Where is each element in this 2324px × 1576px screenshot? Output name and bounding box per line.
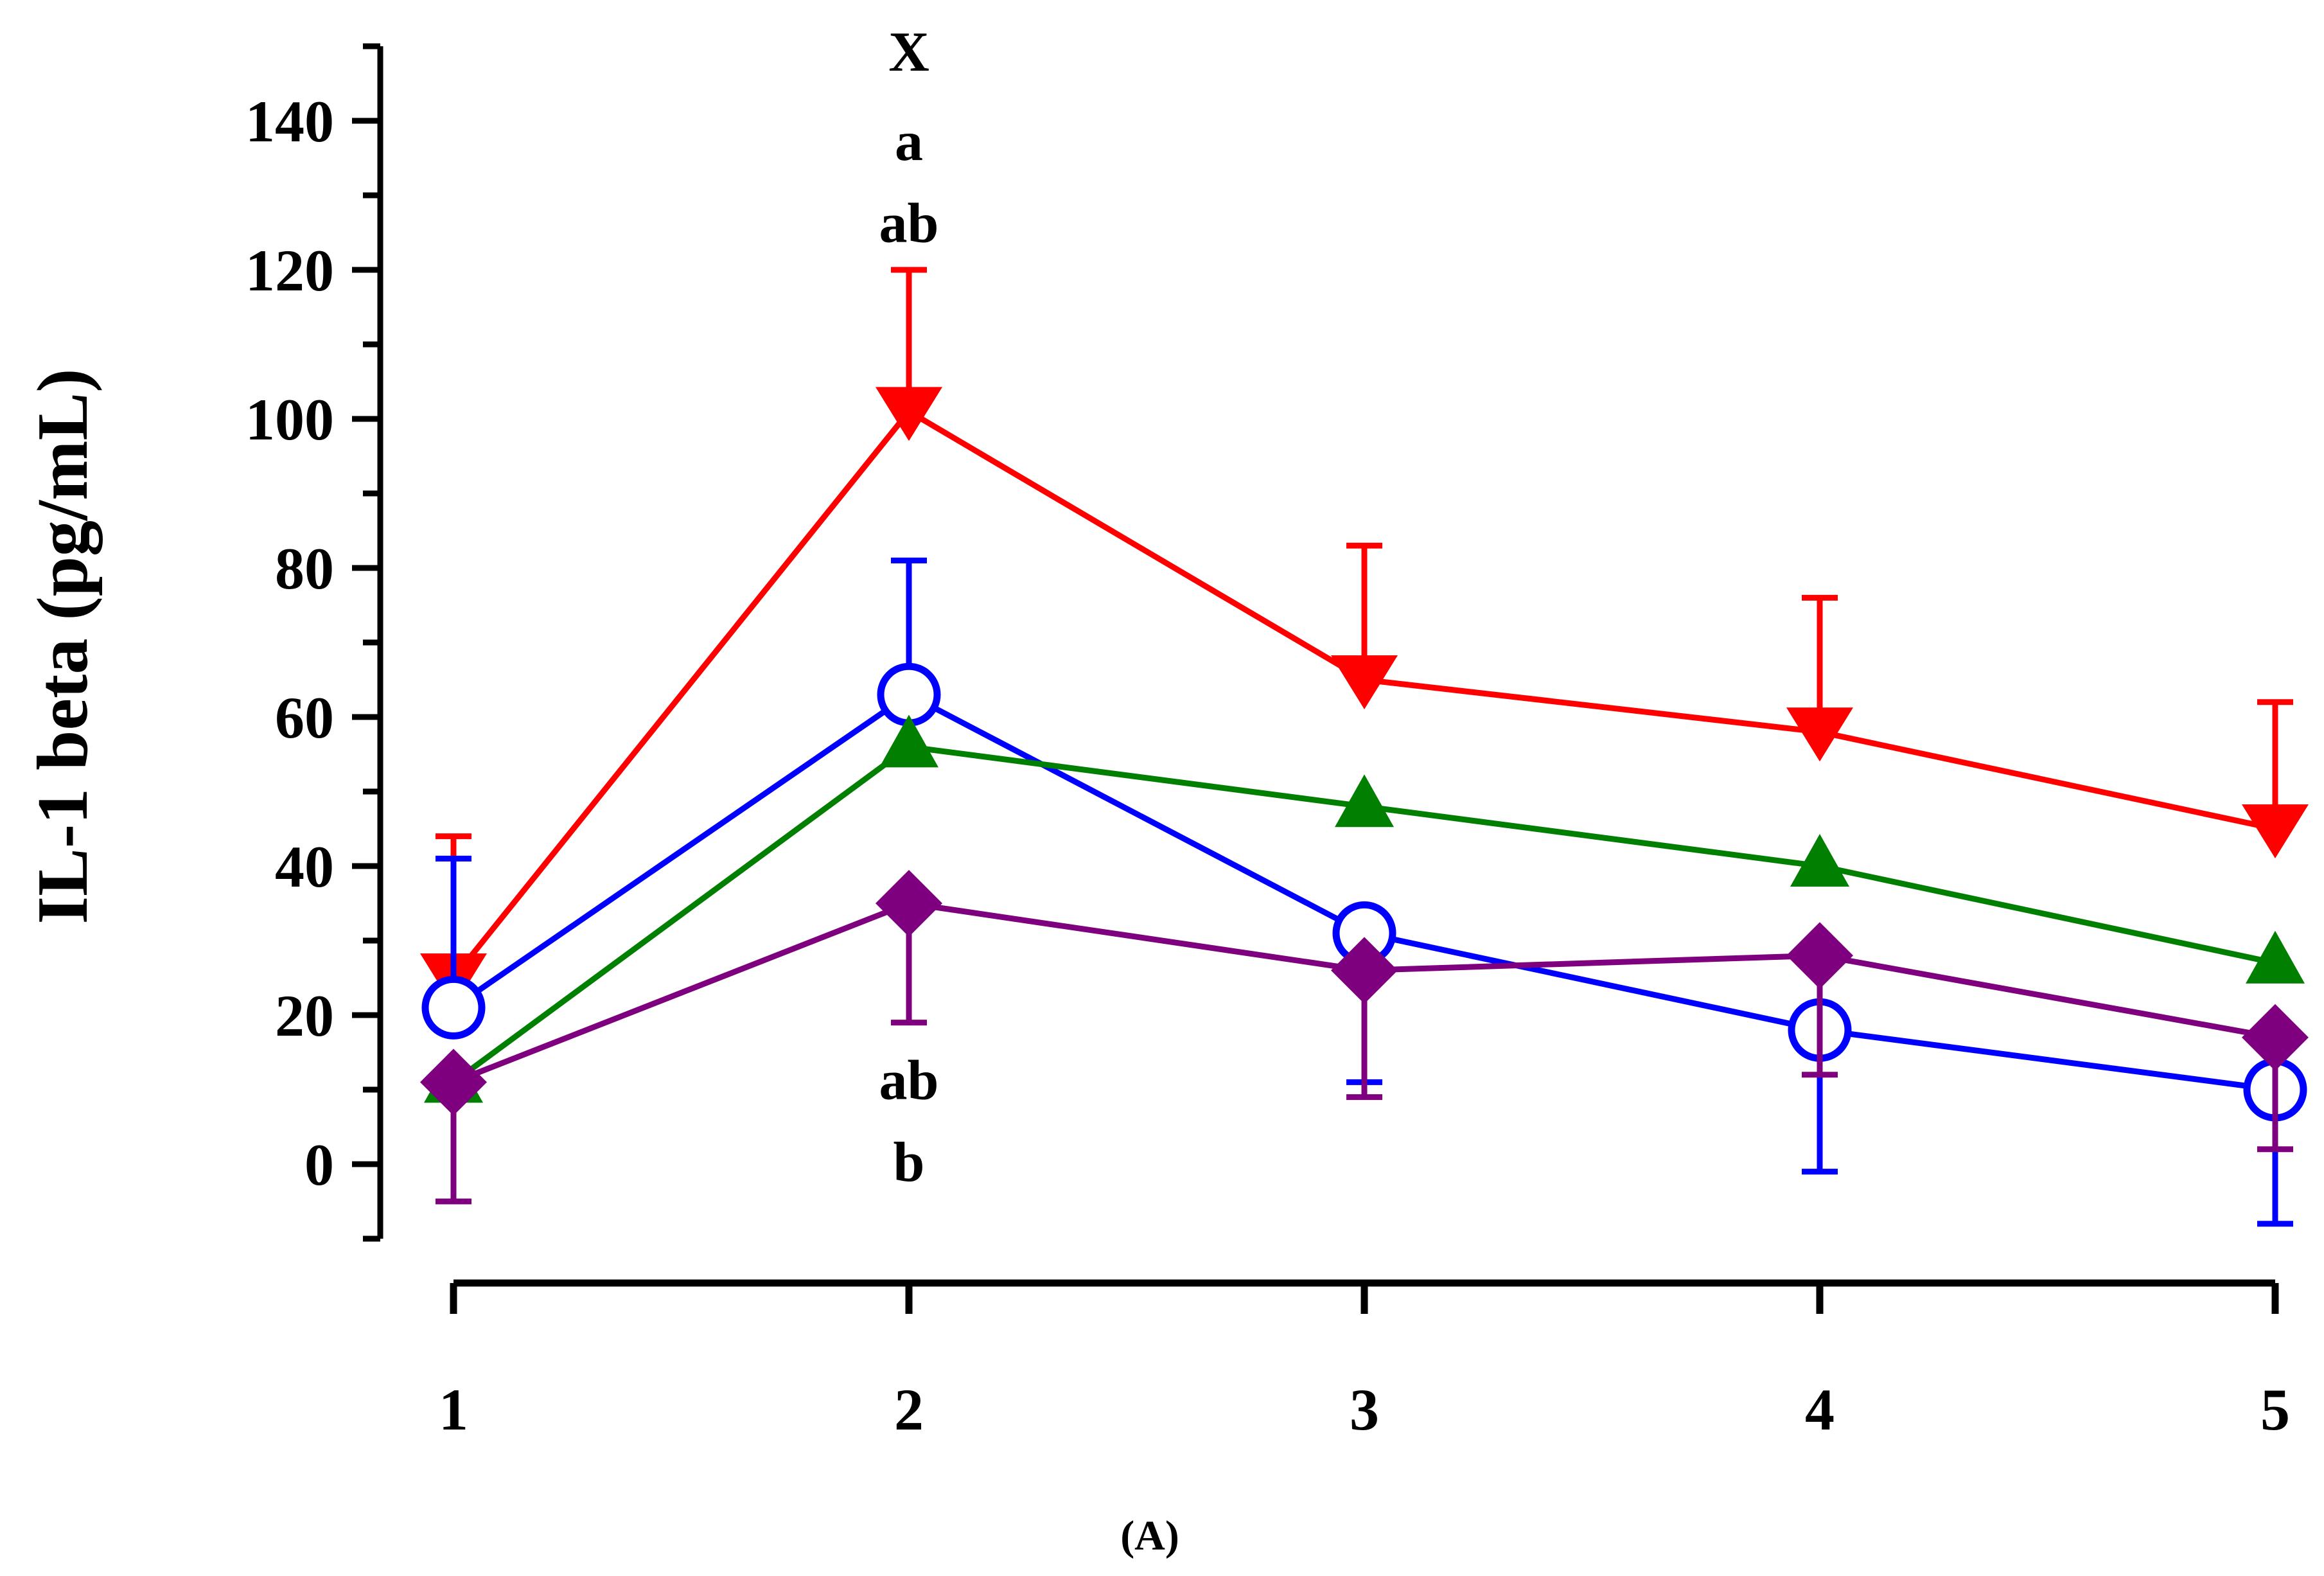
panel-label: (A) bbox=[1120, 1512, 1179, 1559]
significance-annotation: X bbox=[888, 21, 929, 84]
data-point bbox=[420, 1049, 487, 1116]
data-point bbox=[1790, 834, 1849, 887]
axes: 0 20 40 60 80 100 120 140 1 2 3 4 5 bbox=[245, 43, 2290, 1442]
x-tick-label: 1 bbox=[439, 1377, 468, 1442]
data-point bbox=[876, 387, 942, 441]
data-point bbox=[421, 975, 486, 1040]
y-tick-label: 120 bbox=[245, 238, 334, 303]
series-4 bbox=[420, 870, 2309, 1205]
series-3 bbox=[424, 714, 2305, 1205]
y-tick-label: 0 bbox=[304, 1132, 334, 1198]
data-point bbox=[1331, 937, 1398, 1004]
y-tick-label: 60 bbox=[275, 685, 334, 750]
x-tick-label: 3 bbox=[1350, 1377, 1379, 1442]
y-tick-label: 40 bbox=[275, 834, 334, 899]
series-layer bbox=[420, 267, 2309, 1227]
x-tick-label: 4 bbox=[1805, 1377, 1835, 1442]
annotation-layer: Xa ab ab b bbox=[879, 21, 939, 1194]
y-tick-label: 80 bbox=[275, 536, 334, 601]
y-tick-label: 20 bbox=[275, 983, 334, 1049]
x-tick-label: 2 bbox=[894, 1377, 924, 1442]
x-tick-label: 5 bbox=[2260, 1377, 2290, 1442]
data-point bbox=[1786, 922, 1853, 989]
data-point bbox=[2242, 1004, 2309, 1071]
data-point bbox=[876, 870, 942, 937]
data-point bbox=[1331, 655, 1398, 709]
data-point bbox=[1786, 707, 1853, 762]
significance-annotation: ab bbox=[879, 193, 939, 255]
y-tick-label: 100 bbox=[245, 387, 334, 452]
y-tick-label: 140 bbox=[245, 89, 334, 154]
y-axis-label: IL-1 beta (pg/mL) bbox=[23, 369, 103, 925]
data-point bbox=[1335, 774, 1394, 828]
significance-annotation: a bbox=[895, 111, 923, 173]
data-point bbox=[879, 714, 938, 768]
significance-annotation: ab bbox=[879, 1050, 939, 1112]
significance-annotation: b bbox=[894, 1131, 925, 1194]
data-point bbox=[877, 662, 941, 727]
data-point bbox=[2246, 930, 2305, 984]
data-point bbox=[2242, 804, 2309, 858]
